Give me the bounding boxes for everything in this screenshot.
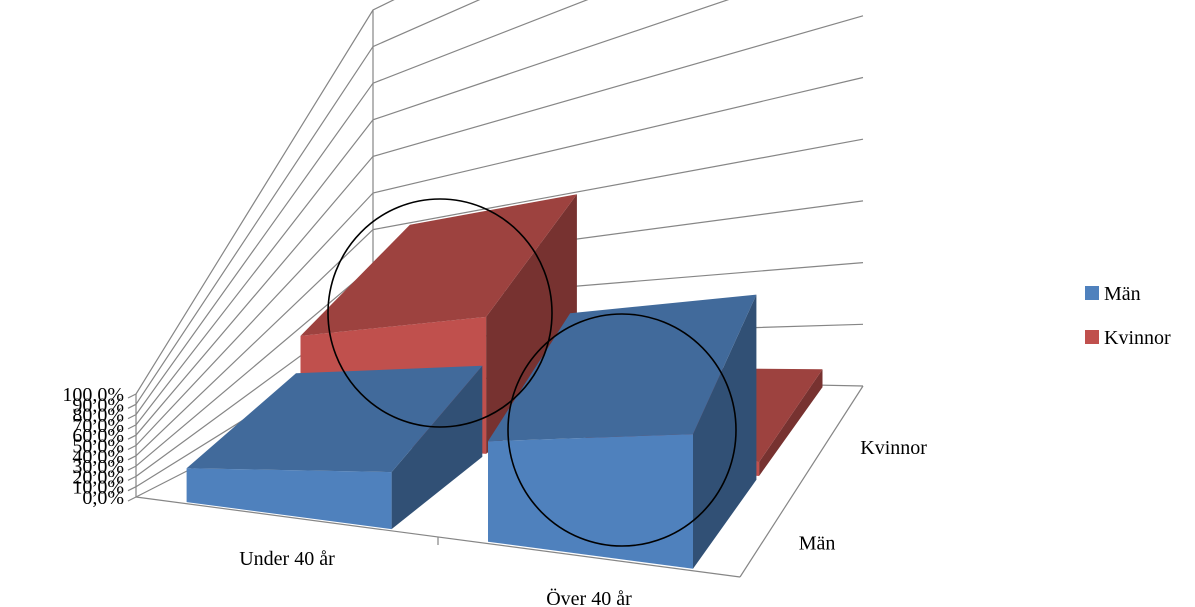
y-tick-label: 80,0% xyxy=(72,405,124,427)
depth-tick-label: Män xyxy=(799,532,836,554)
bar-top-face xyxy=(300,194,577,336)
y-tick-mark xyxy=(127,424,137,430)
annotation-circle xyxy=(507,313,737,547)
bar-front-face xyxy=(488,434,693,569)
y-tick-mark xyxy=(127,475,137,481)
legend-label: Kvinnor xyxy=(1104,327,1171,349)
x-axis-ticks: Under 40 år Över 40 år xyxy=(239,537,632,607)
y-tick-label: 40,0% xyxy=(72,446,124,468)
y-tick-mark xyxy=(127,414,137,420)
y-tick-label: 30,0% xyxy=(72,456,124,478)
y-tick-mark xyxy=(127,465,137,471)
y-tick-mark xyxy=(127,393,137,399)
bar-side-face xyxy=(391,365,483,530)
y-tick-mark xyxy=(127,434,137,440)
legend: Män Kvinnor xyxy=(1085,283,1171,349)
x-tick-label: Under 40 år xyxy=(239,548,335,570)
y-tick-mark xyxy=(127,444,137,451)
x-tick-label: Över 40 år xyxy=(546,587,632,607)
y-tick-label: 70,0% xyxy=(72,415,124,437)
y-tick-label: 20,0% xyxy=(72,466,124,488)
depth-tick-label: Kvinnor xyxy=(860,437,927,459)
bar xyxy=(186,365,483,530)
y-tick-label: 10,0% xyxy=(72,477,124,499)
bar-top-face xyxy=(488,294,757,442)
legend-swatch xyxy=(1085,286,1099,300)
y-tick-label: 100,0% xyxy=(62,384,124,406)
bar-side-face xyxy=(693,294,757,569)
bar-top-face xyxy=(186,365,483,473)
y-tick-mark xyxy=(127,403,137,409)
depth-axis-ticks: Män Kvinnor xyxy=(799,437,928,555)
y-tick-mark xyxy=(127,455,137,461)
y-tick-mark xyxy=(127,496,137,502)
y-tick-label: 60,0% xyxy=(72,425,124,447)
bar xyxy=(488,294,757,569)
y-axis-ticks: 0,0%10,0%20,0%30,0%40,0%50,0%60,0%70,0%8… xyxy=(62,384,137,509)
legend-swatch xyxy=(1085,330,1099,344)
bar-side-face xyxy=(759,369,823,476)
y-tick-label: 90,0% xyxy=(72,394,124,416)
y-tick-mark xyxy=(127,486,137,492)
annotation-circle xyxy=(327,198,553,428)
y-tick-label: 50,0% xyxy=(72,436,124,458)
chart-bars xyxy=(186,194,823,569)
annotation-circles xyxy=(327,198,737,547)
depth-axis-line xyxy=(739,385,864,578)
bar-front-face xyxy=(186,468,392,530)
y-tick-label: 0,0% xyxy=(82,487,124,509)
legend-label: Män xyxy=(1104,283,1141,305)
